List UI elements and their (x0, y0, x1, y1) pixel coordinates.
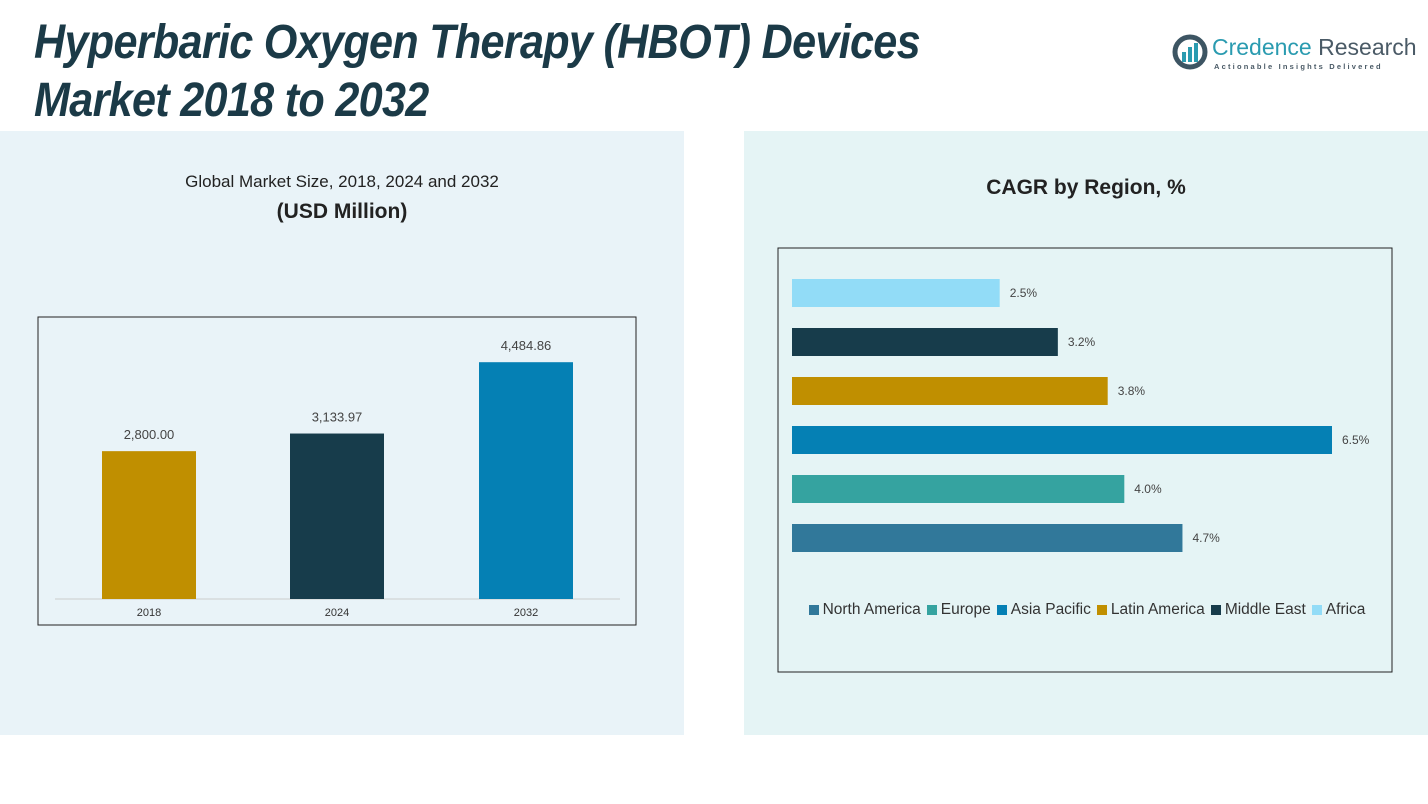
bar-europe (792, 475, 1125, 503)
legend-item: Middle East (1210, 600, 1306, 620)
bar-2024 (290, 433, 384, 599)
bar-north-america (792, 524, 1183, 552)
legend-swatch (926, 605, 937, 615)
left-chart-marks: 2,800.00 2018 3,133.97 2024 4,484.86 2032 (102, 338, 573, 619)
right-chart-marks: 4.7% 4.0% 6.5% 3.8% 3.2% 2.5% (792, 279, 1370, 552)
logo-icon (1172, 34, 1208, 70)
left-chart-title: Global Market Size, 2018, 2024 and 2032 (185, 172, 499, 191)
legend-item: North America (808, 600, 921, 620)
legend-swatch (1311, 605, 1322, 615)
legend-item: Asia Pacific (996, 600, 1091, 620)
legend-swatch (808, 605, 819, 615)
bar-label-2024: 3,133.97 (312, 410, 363, 425)
bar-2032 (479, 362, 573, 599)
right-chart-frame (777, 247, 1393, 673)
bar-latin-america (792, 377, 1108, 405)
bar-africa (792, 279, 1000, 307)
legend-label: Middle East (1224, 601, 1306, 618)
left-chart-subtitle: (USD Million) (276, 200, 408, 223)
legend-label: Europe (940, 601, 991, 618)
legend-item: Africa (1311, 600, 1366, 620)
page-title: Hyperbaric Oxygen Therapy (HBOT) Devices… (34, 14, 921, 130)
legend-swatch (1096, 605, 1107, 615)
legend: North America Europe Asia Pacific Latin Ame… (792, 600, 1382, 620)
title-line-2: Market 2018 to 2032 (34, 74, 429, 127)
bar-label-latin-america: 3.8% (1118, 384, 1146, 398)
bar-label-africa: 2.5% (1010, 286, 1038, 300)
x-tick-2032: 2032 (514, 607, 538, 619)
bar-label-middle-east: 3.2% (1068, 335, 1096, 349)
bar-label-2018: 2,800.00 (124, 427, 175, 442)
bar-label-2032: 4,484.86 (501, 338, 552, 353)
legend-label: North America (822, 601, 921, 618)
bar-asia-pacific (792, 426, 1332, 454)
bar-middle-east (792, 328, 1058, 356)
legend-label: Latin America (1110, 601, 1205, 618)
logo-name: Credence (1212, 34, 1312, 60)
legend-item: Europe (926, 600, 991, 620)
legend-label: Asia Pacific (1010, 601, 1091, 618)
bar-2018 (102, 451, 196, 599)
bar-label-asia-pacific: 6.5% (1342, 433, 1370, 447)
x-tick-2018: 2018 (137, 607, 161, 619)
logo: Credence Research Actionable Insights De… (1172, 34, 1417, 74)
x-tick-2024: 2024 (325, 607, 349, 619)
bar-label-north-america: 4.7% (1192, 531, 1220, 545)
right-chart-title: CAGR by Region, % (986, 176, 1186, 199)
legend-swatch (996, 605, 1007, 615)
legend-item: Latin America (1096, 600, 1205, 620)
title-line-1: Hyperbaric Oxygen Therapy (HBOT) Devices (34, 16, 921, 69)
legend-swatch (1210, 605, 1221, 615)
logo-name-2: Research (1311, 34, 1417, 60)
logo-tagline: Actionable Insights Delivered (1214, 62, 1383, 71)
left-chart-frame (37, 316, 637, 626)
legend-label: Africa (1325, 601, 1366, 618)
bar-label-europe: 4.0% (1134, 482, 1162, 496)
